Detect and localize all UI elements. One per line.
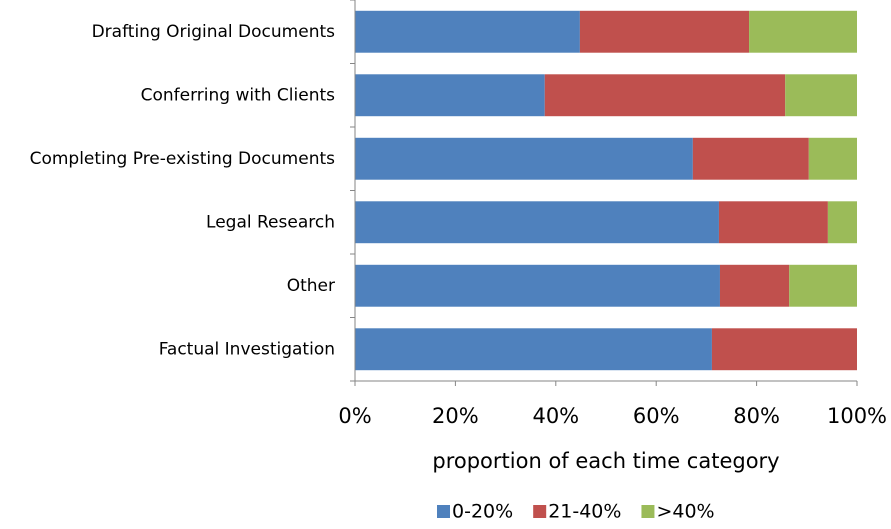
legend-swatch xyxy=(641,505,655,518)
x-tick-label: 100% xyxy=(827,404,887,428)
bar-segment xyxy=(785,74,857,117)
bar-segment xyxy=(827,201,857,244)
legend-label: 0-20% xyxy=(452,501,513,523)
x-axis-title: proportion of each time category xyxy=(432,449,779,473)
category-label: Drafting Original Documents xyxy=(92,22,336,42)
category-label: Legal Research xyxy=(206,212,335,232)
bar-segment xyxy=(355,328,712,371)
category-label: Completing Pre-existing Documents xyxy=(30,149,336,169)
bar-segment xyxy=(355,10,580,53)
bar-segment xyxy=(579,10,750,53)
bar-segment xyxy=(808,137,857,180)
bar-segment xyxy=(355,201,719,244)
bar-segment xyxy=(718,201,828,244)
category-label: Conferring with Clients xyxy=(141,85,336,105)
bar-segment xyxy=(789,264,857,307)
bar-segment xyxy=(355,264,720,307)
bar-segment xyxy=(355,137,693,180)
x-tick-label: 80% xyxy=(733,404,780,428)
bar-segment xyxy=(719,264,790,307)
legend-label: >40% xyxy=(656,501,714,523)
bar-segment xyxy=(749,10,857,53)
bar-segment xyxy=(355,74,545,117)
legend-label: 21-40% xyxy=(548,501,621,523)
x-tick-label: 60% xyxy=(633,404,680,428)
category-label: Other xyxy=(287,276,335,296)
legend-swatch xyxy=(437,505,450,518)
x-tick-label: 40% xyxy=(532,404,579,428)
bar-segment xyxy=(711,328,857,371)
bar-segment xyxy=(692,137,809,180)
x-tick-label: 20% xyxy=(432,404,479,428)
legend-swatch xyxy=(533,505,547,518)
bar-segment xyxy=(544,74,786,117)
category-label: Factual Investigation xyxy=(159,339,335,359)
x-tick-label: 0% xyxy=(338,404,371,428)
